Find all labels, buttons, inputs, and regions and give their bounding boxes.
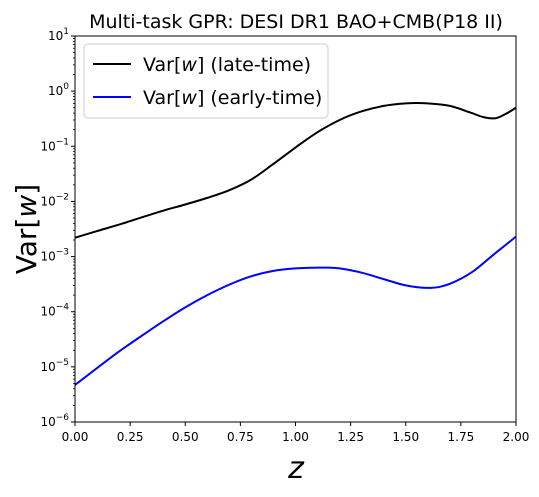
legend-box	[83, 43, 329, 119]
series-layer	[74, 101, 517, 386]
legend-label-0: Var[w] (late-time)	[143, 54, 311, 76]
x-tick-label: 0.25	[117, 430, 144, 444]
y-tick-label: 10−5	[40, 358, 69, 374]
x-tick-label: 1.25	[337, 430, 364, 444]
legend: Var[w] (late-time) Var[w] (early-time)	[83, 43, 329, 119]
x-tick-label: 0.00	[62, 430, 89, 444]
legend-label-1: Var[w] (early-time)	[143, 87, 322, 109]
y-tick-label: 10−2	[40, 192, 69, 208]
x-tick-label: 1.75	[448, 430, 475, 444]
plot-area: 0.00 0.25 0.50 0.75 1.00 1.25 1.50 1.75 2.00 10−…	[40, 27, 529, 444]
x-tick-label: 0.50	[172, 430, 199, 444]
series-line-0	[74, 101, 517, 239]
x-axis-label: z	[287, 451, 305, 486]
x-tick-label: 0.75	[227, 430, 254, 444]
x-tick-label: 1.00	[282, 430, 309, 444]
y-tick-label: 101	[48, 27, 69, 43]
x-tick-label: 1.50	[392, 430, 419, 444]
y-tick-label: 10−3	[40, 248, 69, 264]
x-axis-ticks: 0.00 0.25 0.50 0.75 1.00 1.25 1.50 1.75 2.00	[62, 422, 530, 444]
chart-title: Multi-task GPR: DESI DR1 BAO+CMB(P18 II)	[89, 11, 503, 33]
y-axis-label: Var[w]	[10, 184, 43, 274]
x-tick-label: 2.00	[503, 430, 530, 444]
y-tick-label: 100	[48, 82, 69, 98]
y-tick-label: 10−4	[40, 303, 69, 319]
y-tick-label: 10−6	[40, 413, 69, 429]
y-axis-ticks: 10−6 10−5 10−4 10−3 10−2 10−1 100 101	[40, 27, 75, 429]
series-line-1	[74, 235, 517, 386]
y-tick-label: 10−1	[40, 137, 69, 153]
